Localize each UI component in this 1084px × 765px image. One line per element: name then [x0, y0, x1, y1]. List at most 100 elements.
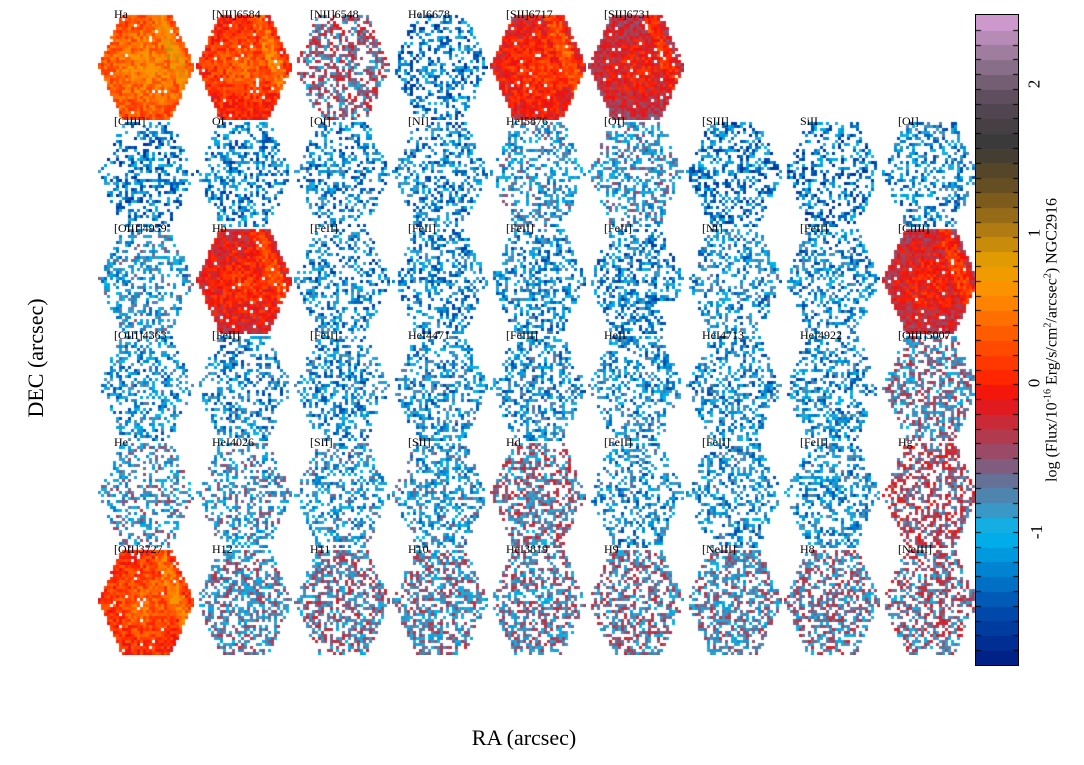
- colorbar-label-part: 2: [1042, 322, 1054, 328]
- colorbar-label-part: 2: [1042, 273, 1054, 279]
- panel-label: Hb: [212, 221, 227, 235]
- flux-map: [490, 12, 586, 120]
- panel-label: [FeII]: [310, 221, 338, 235]
- flux-map: [98, 333, 194, 441]
- colorbar-tick-label: -1: [1027, 524, 1047, 539]
- flux-map: [196, 12, 292, 120]
- panel-label: [OII]3727: [114, 542, 163, 556]
- panel-label: Hd: [506, 435, 521, 449]
- colorbar-tick-label: 1: [1024, 229, 1044, 238]
- map-panel: [OI]: [882, 114, 978, 227]
- flux-map: [686, 226, 782, 334]
- flux-map: [196, 119, 292, 227]
- panel-label: [OIII]4363: [114, 328, 167, 342]
- flux-map: [882, 440, 978, 548]
- panel-label: [SII]: [310, 435, 333, 449]
- flux-map: [294, 226, 390, 334]
- panel-label: HeI3819: [506, 542, 548, 556]
- panel-label: [FeII]: [800, 221, 828, 235]
- panel-label: H11: [310, 542, 331, 556]
- flux-map: [588, 547, 684, 655]
- panel-label: He: [114, 435, 128, 449]
- map-panel: H12: [196, 542, 292, 655]
- panel-label: [SII]6717: [506, 7, 553, 21]
- flux-map: [392, 12, 488, 120]
- panel-label: H8: [800, 542, 815, 556]
- map-panel: [OII]3727: [98, 542, 194, 655]
- flux-map: [490, 226, 586, 334]
- map-panel: [FeII]: [294, 221, 390, 334]
- colorbar-tick-label: 2: [1024, 79, 1044, 89]
- panel-label: Ha: [114, 7, 128, 21]
- map-panel: [OIII]4363: [98, 328, 194, 441]
- flux-map: [490, 440, 586, 548]
- flux-map: [196, 333, 292, 441]
- panel-label: HeI4713: [702, 328, 744, 342]
- panel-label: [SII]: [408, 435, 431, 449]
- panel-label: [NII]6548: [310, 7, 359, 21]
- panel-label: [ClIII]: [114, 114, 146, 128]
- map-panel: [SII]: [294, 435, 390, 548]
- panel-label: HeI4922: [800, 328, 842, 342]
- map-panel: [ClIII]: [98, 114, 194, 227]
- panel-label: [FeII]: [212, 328, 240, 342]
- panel-label: HeI5876: [506, 114, 548, 128]
- panel-label: [FeII]: [800, 435, 828, 449]
- panel-label: [FeII]: [408, 221, 436, 235]
- map-panel: [SII]6717: [490, 7, 586, 120]
- panel-label: H9: [604, 542, 619, 556]
- map-panel: HeI4471: [392, 328, 488, 441]
- map-panel: HeI3819: [490, 542, 586, 655]
- map-panel: HeI4713: [686, 328, 782, 441]
- flux-map: [196, 226, 292, 334]
- map-panel: Hd: [490, 435, 586, 548]
- panel-label: [NI]: [702, 221, 723, 235]
- flux-map: [784, 440, 880, 548]
- map-panel: H10: [392, 542, 488, 655]
- panel-label: [SII]6731: [604, 7, 651, 21]
- panel-label: [SIII]: [702, 114, 729, 128]
- colorbar-label: log (Flux/10-16 Erg/s/cm2/arcsec2) NGC29…: [1042, 198, 1061, 482]
- flux-map: [196, 440, 292, 548]
- flux-map: [784, 226, 880, 334]
- colorbar-label-part: log (Flux/10: [1043, 402, 1061, 482]
- colorbar-tick-label: 0: [1024, 378, 1044, 387]
- panel-label: HeI4026: [212, 435, 254, 449]
- flux-map: [490, 119, 586, 227]
- panel-label: OI: [212, 114, 225, 128]
- panel-label: [FeIII]: [506, 328, 538, 342]
- panel-label: Hg: [898, 435, 913, 449]
- flux-map: [588, 119, 684, 227]
- map-panel: OI: [196, 114, 292, 227]
- flux-map: [882, 547, 978, 655]
- panel-label: [FeII]: [310, 328, 338, 342]
- panel-label: [OI]: [604, 114, 625, 128]
- flux-map: [588, 333, 684, 441]
- flux-map: [294, 119, 390, 227]
- map-panel: [FeII]: [588, 221, 684, 334]
- map-panel: [NeIII]: [686, 542, 782, 655]
- map-panel: [SIII]: [686, 114, 782, 227]
- flux-map: [98, 12, 194, 120]
- map-panel: HeI4922: [784, 328, 880, 441]
- map-panel: [SII]: [392, 435, 488, 548]
- map-panel: [ClIII]: [882, 221, 978, 334]
- map-panel: HeI5876: [490, 114, 586, 227]
- flux-map: [686, 333, 782, 441]
- map-panel: Ha: [98, 7, 194, 120]
- map-panel: Hg: [882, 435, 978, 548]
- flux-map: [784, 119, 880, 227]
- flux-map: [98, 440, 194, 548]
- flux-map: [294, 547, 390, 655]
- panel-label: [NeIII]: [898, 542, 932, 556]
- flux-map: [784, 547, 880, 655]
- colorbar-label-part: ) NGC2916: [1043, 198, 1061, 274]
- map-panel: [OI]: [294, 114, 390, 227]
- map-panel: He: [98, 435, 194, 548]
- panel-label: HeI4471: [408, 328, 450, 342]
- panel-label: H10: [408, 542, 429, 556]
- panel-label: [ClIII]: [898, 221, 930, 235]
- colorbar-label-part: /arcsec: [1043, 278, 1061, 323]
- x-axis-label: RA (arcsec): [471, 725, 577, 750]
- panel-label: [FeII]: [604, 435, 632, 449]
